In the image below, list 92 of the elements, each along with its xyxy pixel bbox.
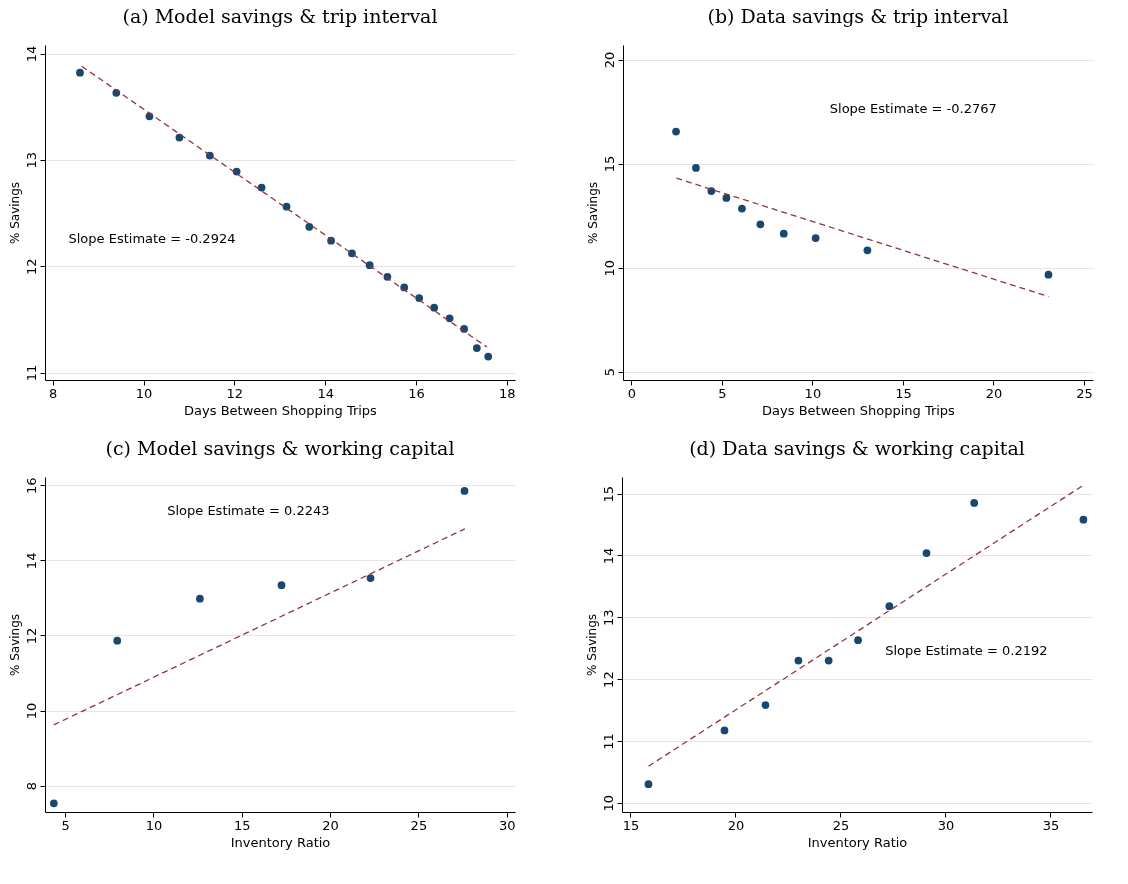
point [445,314,454,323]
y-axis-title: % Savings [585,181,600,245]
point [863,246,872,255]
chart-title: (a) Model savings & trip interval [122,5,438,27]
point [257,183,266,192]
chart-title: (c) Model savings & working capital [105,436,455,459]
x-tick-label: 30 [498,817,516,833]
annotation: Slope Estimate = 0.2243 [167,502,330,518]
y-tick-label: 12 [23,627,39,645]
point [76,68,84,77]
x-tick-label: 8 [49,385,58,401]
point [885,602,894,611]
annotation: Slope Estimate = -0.2924 [68,231,236,247]
point [779,229,788,238]
y-tick-label: 14 [600,547,616,565]
x-tick-label: 0 [627,385,636,401]
chart-title: (d) Data savings & working capital [689,437,1025,459]
y-tick-label: 11 [600,733,616,750]
point [720,726,729,735]
x-tick-label: 30 [937,817,955,833]
x-tick-label: 35 [1042,817,1060,833]
y-tick-label: 5 [601,368,617,377]
x-tick-label: 20 [985,385,1003,401]
annotation: Slope Estimate = 0.2192 [885,643,1048,659]
x-axis-title: Inventory Ratio [807,834,908,850]
x-tick-label: 10 [145,817,163,833]
y-tick-label: 10 [601,259,617,277]
x-tick-label: 5 [718,385,727,401]
point [113,636,122,645]
point [672,127,680,136]
x-tick-label: 20 [322,817,339,833]
x-tick-label: 20 [727,817,745,833]
y-axis-title: % Savings [7,613,22,677]
point [277,581,286,590]
y-tick-label: 13 [600,609,616,627]
point [365,261,374,270]
point [922,549,931,557]
point [484,352,493,361]
point [811,234,820,242]
point [430,303,439,312]
point [472,344,481,352]
y-tick-label: 8 [23,782,39,791]
y-axis-title: % Savings [7,181,22,245]
point [415,294,424,302]
point [305,222,314,231]
y-tick-label: 12 [23,258,39,275]
point [794,656,803,665]
x-axis-title: Days Between Shopping Trips [762,402,956,418]
y-tick-label: 12 [600,671,616,688]
point [761,701,770,709]
chart-title: (b) Data savings & trip interval [707,5,1009,27]
x-tick-label: 16 [408,385,425,401]
annotation: Slope Estimate = -0.2767 [829,100,997,116]
point [692,164,700,172]
y-tick-label: 15 [600,485,616,503]
x-tick-label: 10 [135,385,153,401]
y-tick-label: 15 [601,155,617,173]
y-tick-label: 14 [23,45,39,63]
point [196,594,204,603]
x-tick-label: 15 [895,385,912,401]
y-tick-label: 16 [23,477,39,495]
x-tick-label: 25 [832,817,850,833]
x-tick-label: 12 [226,385,244,401]
point [854,636,862,645]
point [49,799,58,808]
point [756,220,765,229]
point [970,499,979,507]
x-tick-label: 15 [622,817,640,833]
point [460,487,469,495]
y-tick-label: 10 [600,794,616,812]
point [738,204,746,213]
x-tick-label: 25 [1076,385,1093,401]
x-axis-title: Inventory Ratio [230,834,331,850]
y-axis-title: % Savings [584,613,599,677]
x-tick-label: 15 [233,817,251,833]
point [722,194,731,202]
x-axis-title: Days Between Shopping Trips [184,402,378,418]
point [824,656,833,665]
point [644,780,653,789]
y-tick-label: 13 [23,152,39,169]
y-tick-label: 14 [23,552,39,570]
y-tick-label: 20 [601,51,617,69]
x-tick-label: 25 [410,817,428,833]
y-tick-label: 10 [23,702,39,720]
x-tick-label: 5 [61,817,70,833]
x-tick-label: 10 [804,385,822,401]
point [366,574,375,582]
point [1044,270,1053,279]
y-tick-label: 11 [23,364,39,382]
x-tick-label: 18 [499,385,516,401]
point [1079,515,1088,524]
x-tick-label: 14 [317,385,334,401]
